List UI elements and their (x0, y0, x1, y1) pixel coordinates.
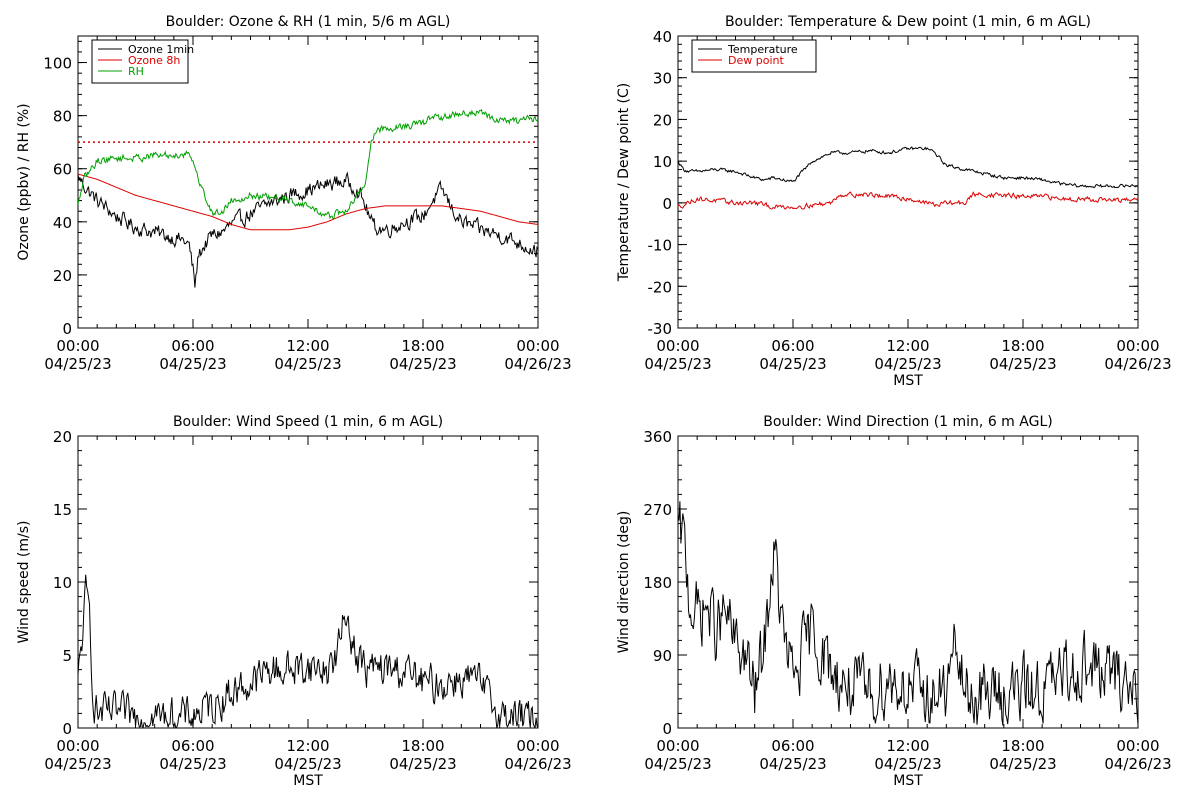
x-tick-date-label: 04/25/23 (874, 755, 941, 773)
chart-title: Boulder: Temperature & Dew point (1 min,… (725, 14, 1091, 30)
series-line-1 (678, 146, 1138, 189)
x-tick-time-label: 18:00 (1001, 337, 1044, 355)
x-tick-time-label: 06:00 (771, 737, 814, 755)
y-axis-label: Wind direction (deg) (616, 511, 632, 654)
chart-panel-1: Boulder: Ozone & RH (1 min, 5/6 m AGL) Oz… (16, 14, 572, 373)
x-tick-date-label: 04/25/23 (274, 755, 341, 773)
series-line-2 (78, 173, 538, 231)
chart-title: Boulder: Ozone & RH (1 min, 5/6 m AGL) (166, 14, 451, 30)
x-tick-date-label: 04/25/23 (989, 755, 1056, 773)
legend-label: Ozone 8h (128, 54, 180, 67)
y-tick-label: 60 (53, 161, 72, 179)
series-line-1 (678, 501, 1138, 726)
legend-box (91, 39, 189, 84)
chart-panel-3: Boulder: Wind Speed (1 min, 6 m AGL) Wind… (16, 414, 572, 789)
chart-panel-2: Boulder: Temperature & Dew point (1 min,… (616, 14, 1172, 389)
chart-title: Boulder: Wind Speed (1 min, 6 m AGL) (173, 414, 443, 430)
y-axis-label: Temperature / Dew point (C) (616, 83, 632, 282)
y-tick-label: 100 (43, 55, 72, 73)
y-axis-label: Wind speed (m/s) (16, 521, 32, 644)
x-tick-time-label: 06:00 (171, 737, 214, 755)
x-tick-date-label: 04/25/23 (874, 355, 941, 373)
x-tick-date-label: 04/25/23 (44, 355, 111, 373)
y-tick-label: 20 (53, 267, 72, 285)
x-tick-time-label: 06:00 (771, 337, 814, 355)
x-tick-time-label: 00:00 (656, 737, 699, 755)
y-tick-label: 10 (653, 153, 672, 171)
chart-title: Boulder: Wind Direction (1 min, 6 m AGL) (763, 414, 1052, 430)
y-tick-label: -30 (648, 320, 673, 338)
x-tick-time-label: 18:00 (1001, 737, 1044, 755)
y-tick-label: 30 (653, 70, 672, 88)
x-tick-time-label: 00:00 (516, 737, 559, 755)
x-tick-date-label: 04/25/23 (274, 355, 341, 373)
series-line-3 (78, 108, 538, 220)
x-tick-time-label: 00:00 (1116, 737, 1159, 755)
x-tick-date-label: 04/26/23 (504, 755, 571, 773)
x-tick-date-label: 04/25/23 (389, 355, 456, 373)
y-tick-label: 15 (53, 501, 72, 519)
x-tick-date-label: 04/26/23 (1104, 355, 1171, 373)
x-tick-date-label: 04/25/23 (644, 755, 711, 773)
plot-frame (77, 435, 539, 729)
x-tick-date-label: 04/25/23 (159, 355, 226, 373)
y-tick-label: 80 (53, 108, 72, 126)
y-tick-label: 0 (62, 320, 72, 338)
x-tick-date-label: 04/26/23 (504, 355, 571, 373)
y-tick-label: 0 (662, 720, 672, 738)
x-tick-date-label: 04/25/23 (759, 755, 826, 773)
y-tick-label: 5 (62, 647, 72, 665)
x-tick-time-label: 00:00 (56, 337, 99, 355)
y-tick-label: 20 (53, 428, 72, 446)
plot-frame (677, 435, 1139, 729)
x-tick-date-label: 04/25/23 (44, 755, 111, 773)
y-tick-label: 40 (653, 28, 672, 46)
legend-label: Dew point (728, 54, 784, 67)
legend-box (691, 39, 817, 73)
x-tick-time-label: 00:00 (1116, 337, 1159, 355)
y-tick-label: 10 (53, 574, 72, 592)
x-tick-time-label: 18:00 (401, 337, 444, 355)
x-tick-time-label: 00:00 (56, 737, 99, 755)
x-axis-label: MST (893, 373, 923, 389)
x-tick-date-label: 04/25/23 (989, 355, 1056, 373)
y-tick-label: -10 (648, 237, 673, 255)
y-tick-label: 270 (643, 501, 672, 519)
x-tick-date-label: 04/25/23 (389, 755, 456, 773)
x-tick-time-label: 12:00 (286, 737, 329, 755)
legend-label: Ozone 1min (128, 43, 194, 56)
series-line-2 (678, 191, 1138, 210)
chart-panel-4: Boulder: Wind Direction (1 min, 6 m AGL)… (616, 414, 1172, 789)
x-tick-time-label: 00:00 (656, 337, 699, 355)
x-tick-date-label: 04/25/23 (159, 755, 226, 773)
x-tick-date-label: 04/25/23 (644, 355, 711, 373)
x-tick-date-label: 04/25/23 (759, 355, 826, 373)
series-line-1 (78, 171, 538, 288)
y-tick-label: 90 (653, 647, 672, 665)
x-axis-label: MST (893, 773, 923, 789)
y-tick-label: 0 (62, 720, 72, 738)
y-tick-label: 20 (653, 111, 672, 129)
plot-frame (677, 35, 1139, 329)
x-tick-time-label: 12:00 (886, 337, 929, 355)
series-line-1 (78, 574, 538, 728)
x-tick-time-label: 06:00 (171, 337, 214, 355)
legend-label: Temperature (727, 43, 798, 56)
x-tick-time-label: 00:00 (516, 337, 559, 355)
y-tick-label: 180 (643, 574, 672, 592)
x-axis-label: MST (293, 773, 323, 789)
y-tick-label: -20 (648, 278, 673, 296)
y-tick-label: 40 (53, 214, 72, 232)
x-tick-time-label: 18:00 (401, 737, 444, 755)
x-tick-time-label: 12:00 (886, 737, 929, 755)
y-axis-label: Ozone (ppbv) / RH (%) (16, 103, 32, 260)
x-tick-date-label: 04/26/23 (1104, 755, 1171, 773)
legend-label: RH (128, 65, 144, 78)
x-tick-time-label: 12:00 (286, 337, 329, 355)
y-tick-label: 360 (643, 428, 672, 446)
y-tick-label: 0 (662, 195, 672, 213)
